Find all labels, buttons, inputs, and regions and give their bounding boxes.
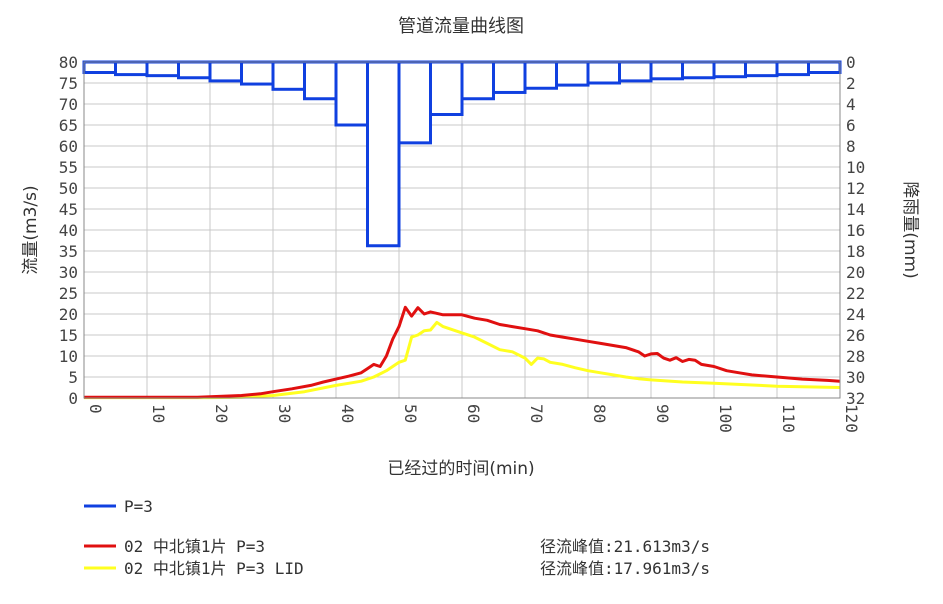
- rainfall-bar: [492, 60, 527, 94]
- rainfall-bar: [775, 60, 810, 77]
- rainfall-bar: [681, 60, 716, 80]
- y2-tick-label: 28: [846, 347, 865, 366]
- x-axis-title: 已经过的时间(min): [387, 459, 534, 479]
- legend-label-lid: 02 中北镇1片 P=3 LID: [124, 559, 304, 578]
- series-line-lid: [84, 320, 841, 400]
- x-tick-label: 10: [149, 404, 168, 423]
- y-tick-label: 35: [59, 242, 78, 261]
- x-tick-label: 0: [86, 404, 105, 414]
- rainfall-bar: [649, 60, 684, 81]
- rainfall-bar: [271, 60, 306, 91]
- rainfall-bar: [114, 60, 149, 77]
- y2-tick-label: 24: [846, 305, 865, 324]
- y-tick-label: 50: [59, 179, 78, 198]
- flow-lines: [84, 305, 841, 400]
- rainfall-bar: [240, 60, 275, 86]
- y-tick-label: 10: [59, 347, 78, 366]
- y2-tick-label: 16: [846, 221, 865, 240]
- rainfall-bar: [429, 60, 464, 116]
- rainfall-bar: [366, 60, 401, 248]
- rainfall-bar: [177, 60, 212, 80]
- legend: P=3 02 中北镇1片 P=3 径流峰值:21.613m3/s 02 中北镇1…: [84, 497, 710, 578]
- rainfall-bar: [712, 60, 747, 79]
- y-tick-label: 70: [59, 95, 78, 114]
- y2-axis-title: 降雨量(mm): [900, 181, 920, 278]
- y2-tick-label: 12: [846, 179, 865, 198]
- y-tick-label: 80: [59, 53, 78, 72]
- peak-label-lid: 径流峰值:17.961m3/s: [540, 559, 710, 578]
- y2-tick-label: 0: [846, 53, 856, 72]
- rainfall-bar: [586, 60, 621, 85]
- rainfall-bar: [523, 60, 558, 90]
- x-tick-label: 20: [212, 404, 231, 423]
- x-tick-label: 60: [464, 404, 483, 423]
- y2-tick-label: 2: [846, 74, 856, 93]
- y-tick-label: 15: [59, 326, 78, 345]
- y-tick-label: 45: [59, 200, 78, 219]
- y2-tick-label: 4: [846, 95, 856, 114]
- rainfall-bar: [208, 60, 243, 83]
- plot-frame: [83, 61, 841, 399]
- x-tick-label: 70: [527, 404, 546, 423]
- x-tick-label: 50: [401, 404, 420, 423]
- y-tick-label: 0: [68, 389, 78, 408]
- x-tick-label: 80: [590, 404, 609, 423]
- y2-tick-label: 30: [846, 368, 865, 387]
- x-tick-label: 120: [842, 404, 861, 433]
- x-axis: 0 10 20 30 40 50 60 70 80 90 100 110 120: [86, 404, 861, 433]
- x-tick-label: 30: [275, 404, 294, 423]
- y-tick-label: 25: [59, 284, 78, 303]
- y-axis-title: 流量(m3/s): [21, 185, 41, 274]
- y2-tick-label: 22: [846, 284, 865, 303]
- x-tick-label: 90: [653, 404, 672, 423]
- y2-tick-label: 6: [846, 116, 856, 135]
- rainfall-bar: [145, 60, 180, 78]
- y2-tick-label: 14: [846, 200, 865, 219]
- chart-title: 管道流量曲线图: [398, 16, 524, 37]
- y-tick-label: 5: [68, 368, 78, 387]
- y-tick-label: 55: [59, 158, 78, 177]
- y-tick-label: 30: [59, 263, 78, 282]
- x-tick-label: 40: [338, 404, 357, 423]
- y-tick-label: 20: [59, 305, 78, 324]
- series-line-flow: [84, 305, 841, 399]
- rainfall-bars: [82, 60, 842, 248]
- legend-label-rain: P=3: [124, 497, 153, 516]
- rainfall-bar: [82, 60, 117, 74]
- rainfall-bar: [397, 60, 432, 145]
- rainfall-bar: [555, 60, 590, 87]
- rainfall-bar: [460, 60, 495, 101]
- x-tick-label: 100: [716, 404, 735, 433]
- rainfall-bar: [807, 60, 842, 74]
- legend-label-flow: 02 中北镇1片 P=3: [124, 537, 265, 556]
- rainfall-bar: [744, 60, 779, 78]
- y-tick-label: 65: [59, 116, 78, 135]
- x-tick-label: 110: [779, 404, 798, 433]
- y2-tick-label: 32: [846, 389, 865, 408]
- rainfall-bar: [334, 60, 369, 127]
- y2-tick-label: 18: [846, 242, 865, 261]
- y2-tick-label: 10: [846, 158, 865, 177]
- y-axis-left: 0 5 10 15 20 25 30 35 40 45 50 55 60 65 70 75 80: [59, 53, 78, 408]
- peak-label-flow: 径流峰值:21.613m3/s: [540, 537, 710, 556]
- rainfall-bar: [618, 60, 653, 83]
- y-tick-label: 75: [59, 74, 78, 93]
- y-tick-label: 60: [59, 137, 78, 156]
- y2-tick-label: 26: [846, 326, 865, 345]
- y-tick-label: 40: [59, 221, 78, 240]
- y2-tick-label: 20: [846, 263, 865, 282]
- y2-tick-label: 8: [846, 137, 856, 156]
- rainfall-bar: [303, 60, 338, 101]
